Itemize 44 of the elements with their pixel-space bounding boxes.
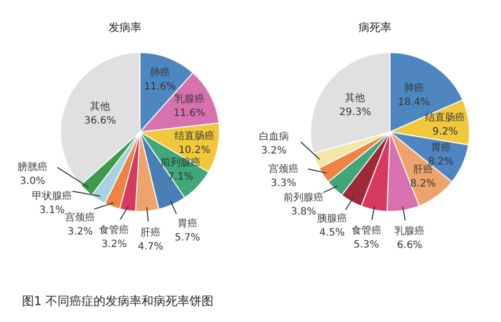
slice-label: 结直肠癌 [174,130,214,142]
slice-label: 食管癌 [351,224,382,236]
slice-label: 乳腺癌 [174,93,204,106]
caption: 图1 不同癌症的发病率和病死率饼图 [22,293,214,310]
data-label: 4.5% [319,228,345,239]
slice-label: 肺癌 [150,66,170,79]
data-label: 10.2% [178,145,210,156]
data-label: 3.2% [261,145,287,156]
data-label: 5.3% [354,239,380,250]
data-label: 11.6% [144,82,176,93]
data-label: 29.3% [339,107,372,118]
data-label: 3.8% [290,206,316,218]
slice-label: 乳腺癌 [394,225,425,238]
chart-title: 病死率 [358,20,392,35]
data-label: 36.6% [84,116,116,127]
slice-label: 其他 [345,92,366,104]
data-label: 3.2% [67,226,93,238]
slice-label: 白血病 [258,130,289,142]
slice-label: 胃癌 [430,141,451,154]
slice-label: 膀胱癌 [18,161,48,174]
slice-label: 肝癌 [140,226,161,238]
data-label: 9.2% [432,126,458,138]
slice-label: 甲状腺癌 [32,190,72,202]
slice-label: 肺癌 [404,82,424,94]
data-label: 8.2% [410,178,436,190]
slice-label: 食管癌 [99,224,130,236]
chart-title: 发病率 [108,20,142,35]
data-label: 3.3% [270,178,296,190]
data-label: 3.2% [101,239,127,250]
slice-label: 其他 [90,100,110,113]
slice-label: 前列腺癌 [284,191,324,204]
slice-label: 胃癌 [177,217,198,230]
slice-label: 宫颈癌 [65,211,96,224]
slice-label: 结直肠癌 [425,112,466,124]
data-label: 18.4% [398,96,430,108]
slice-label: 宫颈癌 [268,163,298,176]
data-label: 3.1% [39,204,65,216]
data-label: 11.6% [174,108,206,120]
data-label: 4.7% [138,241,164,252]
slice-label: 胰腺癌 [317,212,348,225]
data-label: 6.6% [397,240,422,252]
slice-label: 肝癌 [412,163,433,176]
data-label: 5.7% [174,232,200,244]
data-label: 3.0% [20,176,46,188]
